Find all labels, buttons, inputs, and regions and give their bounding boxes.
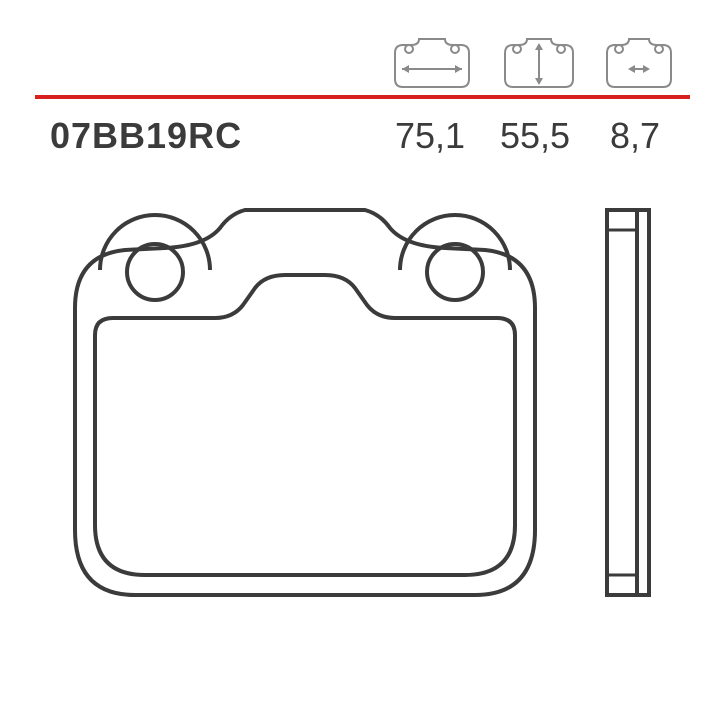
width-value: 75,1	[395, 115, 465, 157]
height-dimension-icon	[497, 35, 581, 91]
part-number-label: 07BB19RC	[50, 115, 242, 157]
product-spec-canvas: 07BB19RC 75,1 55,5 8,7	[0, 0, 724, 724]
main-technical-drawing	[45, 200, 685, 630]
thickness-value: 8,7	[610, 115, 660, 157]
front-view	[75, 210, 535, 595]
side-view	[607, 210, 649, 595]
red-divider-line	[35, 95, 690, 99]
height-value: 55,5	[500, 115, 570, 157]
dimension-icons-row	[385, 35, 679, 91]
thickness-dimension-icon	[599, 35, 679, 91]
width-dimension-icon	[385, 35, 479, 91]
